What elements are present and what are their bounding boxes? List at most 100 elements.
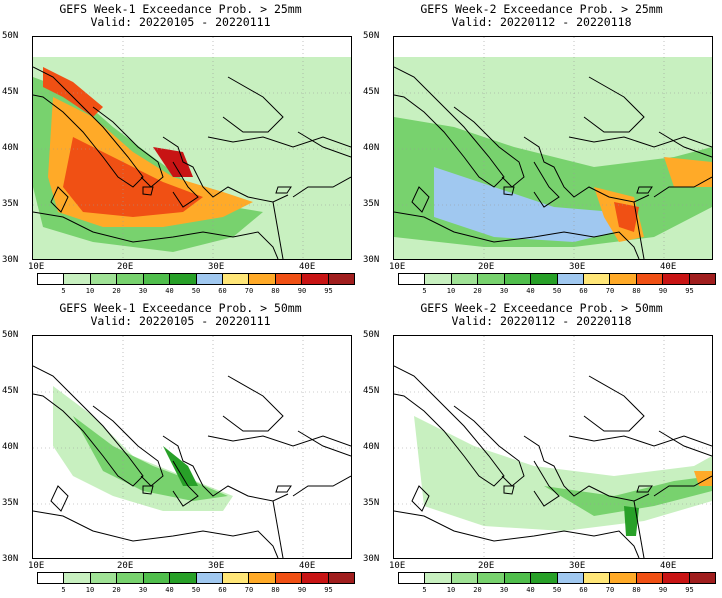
colorbar-label: 90 bbox=[658, 586, 668, 594]
colorbar-label: 90 bbox=[297, 287, 307, 295]
colorbar-label: 10 bbox=[446, 287, 456, 295]
map-graphic bbox=[33, 336, 351, 558]
panel-title: GEFS Week-2 Exceedance Prob. > 25mm bbox=[420, 2, 663, 16]
colorbar-swatch bbox=[610, 274, 637, 284]
colorbar-label: 90 bbox=[297, 586, 307, 594]
lat-label-30n: 30N bbox=[363, 554, 380, 564]
coastline bbox=[394, 365, 505, 487]
lon-label-20e: 20E bbox=[117, 262, 134, 272]
probability-region bbox=[63, 137, 203, 217]
colorbar-label: 90 bbox=[658, 287, 668, 295]
colorbar-label: 40 bbox=[165, 586, 174, 594]
coastline bbox=[658, 430, 712, 457]
colorbar-swatch bbox=[504, 573, 532, 583]
lat-label-50n: 50N bbox=[2, 31, 19, 41]
probability-region bbox=[694, 471, 712, 486]
colorbar-label: 30 bbox=[138, 586, 148, 594]
coastline bbox=[222, 76, 284, 133]
coastline bbox=[633, 500, 645, 558]
colorbar-swatch bbox=[90, 274, 118, 284]
probability-map bbox=[393, 335, 713, 559]
lat-label-45n: 45N bbox=[363, 87, 380, 97]
colorbar-swatch bbox=[302, 573, 329, 583]
coastline bbox=[568, 136, 712, 148]
colorbar-swatch bbox=[64, 573, 91, 583]
colorbar-swatch bbox=[64, 274, 91, 284]
colorbar bbox=[37, 572, 355, 584]
coastline bbox=[636, 485, 653, 493]
colorbar-swatch bbox=[143, 573, 171, 583]
colorbar-swatch bbox=[636, 274, 664, 284]
probability-region bbox=[43, 67, 103, 117]
colorbar-swatch bbox=[117, 573, 144, 583]
colorbar-swatch bbox=[663, 274, 690, 284]
colorbar-swatch bbox=[610, 573, 637, 583]
map-panel-week2-25mm: GEFS Week-2 Exceedance Prob. > 25mm Vali… bbox=[361, 0, 722, 299]
coastline bbox=[50, 485, 69, 512]
coastline bbox=[523, 136, 650, 203]
colorbar-label: 50 bbox=[552, 287, 562, 295]
panel-valid-dates: Valid: 20220112 - 20220118 bbox=[451, 314, 632, 328]
coastline bbox=[33, 66, 144, 188]
coastline bbox=[533, 161, 560, 208]
colorbar-label: 10 bbox=[446, 586, 456, 594]
colorbar-swatch bbox=[143, 274, 171, 284]
coastline bbox=[292, 475, 351, 497]
lat-label-40n: 40N bbox=[2, 143, 19, 153]
colorbar-swatch bbox=[38, 573, 65, 583]
colorbar-label: 50 bbox=[552, 586, 562, 594]
colorbar-label: 80 bbox=[632, 586, 641, 594]
colorbar-label: 70 bbox=[605, 586, 615, 594]
lon-label-10e: 10E bbox=[28, 561, 45, 571]
lon-label-10e: 10E bbox=[28, 262, 45, 272]
coastline bbox=[50, 186, 69, 213]
probability-map bbox=[32, 36, 352, 260]
coastline bbox=[207, 435, 351, 447]
colorbar-label: 70 bbox=[244, 586, 254, 594]
colorbar bbox=[398, 273, 716, 285]
colorbar-swatch bbox=[689, 573, 716, 583]
panel-title: GEFS Week-2 Exceedance Prob. > 50mm bbox=[420, 301, 663, 315]
colorbar-swatch bbox=[557, 274, 584, 284]
coastline bbox=[272, 500, 284, 558]
colorbar-label: 60 bbox=[579, 287, 588, 295]
coastline bbox=[568, 435, 712, 447]
colorbar-label: 20 bbox=[473, 287, 482, 295]
map-panel-week1-50mm: GEFS Week-1 Exceedance Prob. > 50mm Vali… bbox=[0, 299, 361, 598]
lat-label-35n: 35N bbox=[2, 199, 19, 209]
panel-title: GEFS Week-1 Exceedance Prob. > 50mm bbox=[59, 301, 302, 315]
colorbar-swatch bbox=[196, 573, 223, 583]
lat-label-35n: 35N bbox=[363, 199, 380, 209]
colorbar-label: 70 bbox=[244, 287, 254, 295]
probability-region bbox=[33, 356, 351, 558]
colorbar-label: 5 bbox=[61, 287, 66, 295]
colorbar-swatch bbox=[38, 274, 65, 284]
coastline bbox=[292, 176, 351, 198]
colorbar-swatch bbox=[504, 274, 532, 284]
colorbar-swatch bbox=[478, 573, 505, 583]
panel-title: GEFS Week-1 Exceedance Prob. > 25mm bbox=[59, 2, 302, 16]
lat-label-50n: 50N bbox=[2, 330, 19, 340]
lon-label-20e: 20E bbox=[478, 262, 495, 272]
coastline bbox=[583, 375, 645, 432]
colorbar-label: 70 bbox=[605, 287, 615, 295]
coastline bbox=[297, 430, 351, 457]
lon-label-30e: 30E bbox=[569, 262, 586, 272]
lat-label-30n: 30N bbox=[2, 554, 19, 564]
lon-label-10e: 10E bbox=[389, 561, 406, 571]
map-graphic bbox=[33, 37, 351, 259]
panel-valid-dates: Valid: 20220105 - 20220111 bbox=[90, 15, 271, 29]
colorbar-label: 50 bbox=[191, 287, 201, 295]
probability-map bbox=[32, 335, 352, 559]
coastline bbox=[275, 485, 292, 493]
colorbar-label: 95 bbox=[685, 586, 694, 594]
lat-label-50n: 50N bbox=[363, 330, 380, 340]
lon-label-30e: 30E bbox=[208, 262, 225, 272]
probability-region bbox=[614, 202, 639, 232]
colorbar-swatch bbox=[399, 274, 426, 284]
colorbar bbox=[37, 273, 355, 285]
colorbar-swatch bbox=[249, 274, 276, 284]
probability-region bbox=[163, 446, 198, 486]
colorbar-label: 60 bbox=[579, 586, 588, 594]
colorbar-swatch bbox=[328, 274, 355, 284]
